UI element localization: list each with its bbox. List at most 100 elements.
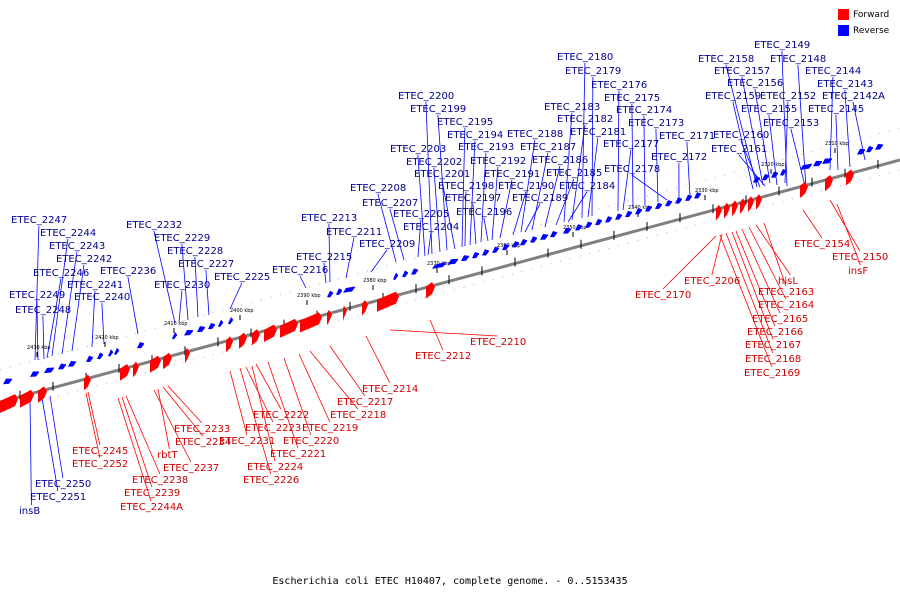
reverse-leader-line [49, 395, 64, 479]
reverse-leader-line [71, 264, 85, 352]
reverse-gene-arrow [472, 251, 479, 259]
reverse-gene-arrow [44, 367, 54, 374]
gene-label-etec-2210: ETEC_2210 [470, 337, 526, 348]
forward-gene-arrow [0, 394, 18, 413]
gene-label-etec-2224: ETEC_2224 [247, 462, 303, 473]
forward-leader-line [731, 231, 774, 340]
reverse-gene-arrow [218, 319, 223, 328]
reverse-leader-line [567, 191, 588, 223]
gene-label-etec-2230: ETEC_2230 [154, 280, 210, 291]
gene-label-etec-2218: ETEC_2218 [330, 410, 386, 421]
reverse-leader-line [555, 178, 575, 226]
gene-label-etec-2158: ETEC_2158 [698, 54, 754, 65]
gene-label-etec-2202: ETEC_2202 [406, 157, 462, 168]
forward-leader-line [329, 345, 366, 397]
gene-label-etec-2169: ETEC_2169 [744, 368, 800, 379]
gene-label-etec-2211: ETEC_2211 [326, 227, 382, 238]
gene-label-etec-2195: ETEC_2195 [437, 117, 493, 128]
gene-arrows [0, 143, 883, 413]
reverse-gene-arrow [530, 236, 537, 243]
forward-leader-line [117, 397, 152, 502]
gene-label-etec-2212: ETEC_2212 [415, 351, 471, 362]
gene-label-etec-2190: ETEC_2190 [498, 181, 554, 192]
forward-gene-arrow [300, 312, 322, 333]
forward-leader-line [251, 365, 276, 462]
gene-label-etec-2165: ETEC_2165 [752, 314, 808, 325]
gene-label-etec-2171: ETEC_2171 [659, 131, 715, 142]
reverse-leader-line [544, 165, 561, 228]
gene-label-etec-2182: ETEC_2182 [557, 114, 613, 125]
gene-label-etec-2167: ETEC_2167 [745, 340, 801, 351]
reverse-leader-line [784, 101, 789, 184]
reverse-leader-line [370, 249, 388, 273]
reverse-gene-arrow [197, 326, 205, 333]
reverse-gene-arrow [512, 241, 519, 248]
forward-gene-arrow [716, 204, 722, 221]
gene-label-etec-2245: ETEC_2245 [72, 446, 128, 457]
reverse-leader-line [377, 193, 397, 263]
reverse-gene-arrow [595, 218, 602, 226]
reverse-leader-line [29, 399, 32, 506]
reverse-leader-line [328, 223, 331, 283]
reverse-leader-line [153, 230, 176, 324]
reverse-gene-arrow [228, 317, 233, 325]
reverse-leader-line [622, 149, 632, 211]
gene-label-etec-2219: ETEC_2219 [302, 423, 358, 434]
gene-label-etec-2157: ETEC_2157 [714, 66, 770, 77]
gene-label-hisl: hisL [778, 276, 798, 287]
reverse-gene-arrow [800, 163, 812, 170]
gene-label-etec-2215: ETEC_2215 [296, 252, 352, 263]
gene-label-etec-2225: ETEC_2225 [214, 272, 270, 283]
gene-label-etec-2200: ETEC_2200 [398, 91, 454, 102]
reverse-gene-arrow [875, 143, 883, 150]
reverse-leader-line [425, 101, 433, 255]
forward-leader-line [157, 388, 170, 450]
reverse-gene-arrow [86, 355, 93, 362]
forward-gene-arrow [724, 202, 730, 219]
gene-label-etec-2241: ETEC_2241 [67, 280, 123, 291]
forward-gene-arrow [740, 198, 746, 215]
reverse-gene-arrow [461, 255, 469, 262]
reverse-leader-line [91, 290, 96, 348]
gene-label-etec-2236: ETEC_2236 [100, 266, 156, 277]
gene-label-etec-2179: ETEC_2179 [565, 66, 621, 77]
reverse-gene-arrow [482, 249, 489, 256]
forward-gene-arrow [84, 374, 91, 391]
gene-labels: ETEC_2149ETEC_2148ETEC_2144ETEC_2143ETEC… [9, 40, 888, 517]
gene-label-etec-2145: ETEC_2145 [808, 104, 864, 115]
reverse-leader-line [587, 137, 599, 218]
reverse-leader-line [323, 262, 327, 284]
reverse-leader-line [469, 140, 476, 246]
reverse-gene-arrow [575, 224, 582, 231]
label-leader-lines [29, 50, 866, 506]
forward-leader-line [125, 395, 161, 475]
scale-tick-label: 2320 kbp [761, 162, 785, 168]
gene-label-etec-2176: ETEC_2176 [591, 80, 647, 91]
forward-gene-arrow [280, 318, 298, 338]
reverse-gene-arrow [675, 197, 682, 204]
gene-label-etec-2222: ETEC_2222 [253, 410, 309, 421]
gene-label-etec-2180: ETEC_2180 [557, 52, 613, 63]
scale-tick-label: 2390 kbp [297, 293, 321, 299]
forward-gene-arrow [150, 355, 161, 373]
forward-gene-arrow [362, 300, 368, 316]
gene-label-etec-2168: ETEC_2168 [745, 354, 801, 365]
reverse-gene-arrow [492, 246, 499, 253]
reverse-gene-arrow [58, 363, 66, 370]
gene-label-etec-2175: ETEC_2175 [604, 93, 660, 104]
gene-label-etec-2159: ETEC_2159 [705, 91, 761, 102]
reverse-gene-arrow [208, 322, 215, 330]
gene-label-etec-2174: ETEC_2174 [616, 105, 672, 116]
reverse-leader-line [741, 76, 764, 186]
reverse-gene-arrow [585, 221, 592, 228]
forward-gene-arrow [120, 364, 130, 381]
reverse-leader-line [491, 166, 499, 241]
reverse-leader-line [512, 191, 527, 236]
reverse-gene-arrow [563, 227, 571, 234]
reverse-leader-line [563, 112, 573, 223]
gene-label-etec-2181: ETEC_2181 [570, 127, 626, 138]
reverse-gene-arrow [780, 168, 786, 176]
forward-gene-arrow [377, 291, 399, 312]
scale-tick-label: 2430 kbp [27, 345, 51, 351]
forward-leader-line [741, 228, 781, 314]
